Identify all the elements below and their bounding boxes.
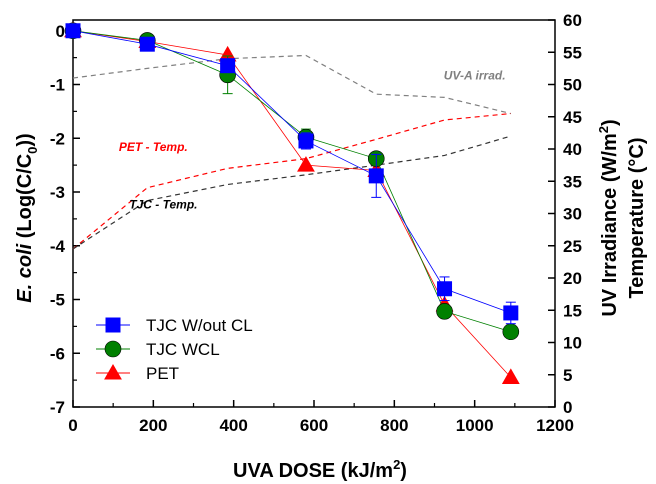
annotation-label: TJC - Temp. <box>129 197 197 211</box>
right-y-tick-label: 5 <box>563 366 572 385</box>
right-y-tick-label: 35 <box>563 172 582 191</box>
dashed-line-tjc-temp <box>72 135 511 250</box>
right-y-tick-label: 45 <box>563 108 582 127</box>
x-tick-label: 200 <box>139 416 167 435</box>
data-series <box>64 21 520 384</box>
x-tick-label: 1000 <box>456 416 494 435</box>
series-tjc-w-out-cl <box>65 23 519 325</box>
data-point <box>502 323 520 341</box>
data-point <box>139 36 155 52</box>
data-point <box>220 58 236 74</box>
right-y-axis-title-temperature: Temperature (°C) <box>626 138 648 299</box>
left-y-axis-title: E. coli (Log(C/C0)) <box>14 133 40 302</box>
left-y-tick-label: -7 <box>50 398 65 417</box>
dashed-series <box>72 54 511 250</box>
x-axis-ticks: 0 200 400 600 800 1000 1200 <box>68 400 574 435</box>
right-y-axis-title-irradiance: UV Irradiance (W/m2) <box>596 119 621 316</box>
x-tick-label: 1200 <box>536 416 574 435</box>
annotations: UV-A irrad. PET - Temp. TJC - Temp. <box>119 68 506 211</box>
right-y-tick-label: 50 <box>563 76 582 95</box>
data-point <box>297 156 315 172</box>
right-y-tick-label: 40 <box>563 140 582 159</box>
right-y-tick-label: 55 <box>563 43 582 62</box>
right-y-tick-label: 0 <box>563 398 572 417</box>
data-point <box>503 305 519 321</box>
data-point <box>298 133 314 149</box>
legend-marker <box>104 363 122 380</box>
legend-item: PET <box>96 363 179 383</box>
x-tick-label: 400 <box>219 416 247 435</box>
dashed-line-uv-a-irrad <box>72 54 511 115</box>
right-y-axis-ticks: 0 5 10 15 20 25 30 35 40 45 50 55 60 <box>548 11 582 417</box>
legend-marker <box>104 340 122 358</box>
right-y-tick-label: 15 <box>563 301 582 320</box>
left-y-tick-label: -6 <box>50 344 65 363</box>
right-y-tick-label: 30 <box>563 205 582 224</box>
data-point <box>437 281 453 297</box>
right-y-tick-label: 25 <box>563 237 582 256</box>
annotation-label: UV-A irrad. <box>444 68 506 82</box>
legend-marker <box>105 317 121 333</box>
legend-item: TJC WCL <box>96 340 220 359</box>
x-tick-label: 0 <box>68 416 77 435</box>
x-tick-label: 600 <box>300 416 328 435</box>
left-y-tick-label: -4 <box>50 237 66 256</box>
legend-item: TJC W/out CL <box>96 316 253 335</box>
legend-label: TJC WCL <box>146 340 220 359</box>
legend-label: PET <box>146 364 179 383</box>
right-y-tick-label: 10 <box>563 334 582 353</box>
data-point <box>368 168 384 184</box>
data-point <box>436 303 453 320</box>
data-point <box>501 368 520 384</box>
legend: TJC W/out CL TJC WCL PET <box>96 316 253 383</box>
x-tick-label: 800 <box>380 416 408 435</box>
dashed-line-pet-temp <box>72 112 511 250</box>
data-point <box>65 23 81 39</box>
left-y-tick-label: 0 <box>56 22 65 41</box>
left-y-tick-label: -1 <box>50 76 65 95</box>
left-y-tick-label: -3 <box>50 183 65 202</box>
right-y-tick-label: 20 <box>563 269 582 288</box>
left-y-tick-label: -5 <box>50 291 65 310</box>
left-y-tick-label: -2 <box>50 129 65 148</box>
left-y-axis-ticks: 0 -1 -2 -3 -4 -5 -6 -7 <box>50 22 80 417</box>
x-axis-title: UVA DOSE (kJ/m2) <box>233 457 407 482</box>
legend-label: TJC W/out CL <box>146 316 253 335</box>
right-y-tick-label: 60 <box>563 11 582 30</box>
annotation-label: PET - Temp. <box>119 140 188 154</box>
